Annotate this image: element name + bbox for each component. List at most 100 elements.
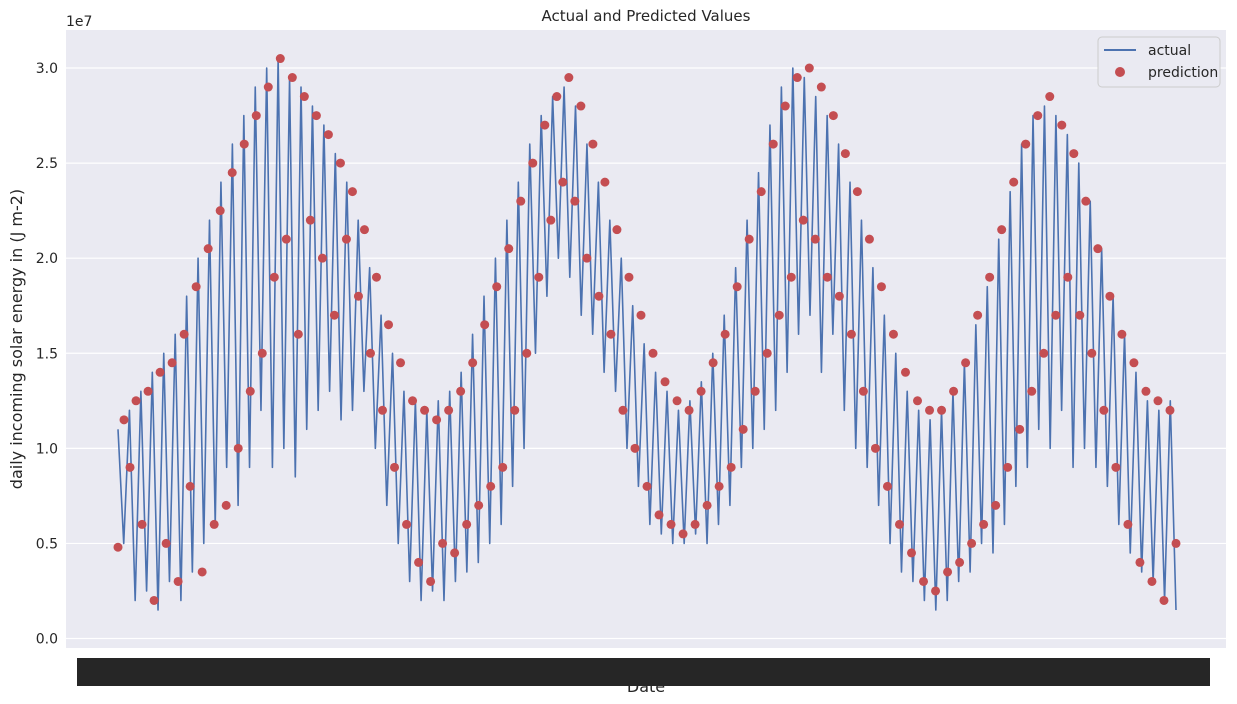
prediction-point	[660, 377, 670, 387]
prediction-point	[221, 500, 231, 510]
prediction-point	[347, 187, 357, 197]
prediction-point	[858, 386, 868, 396]
prediction-point	[822, 272, 832, 282]
prediction-point	[540, 120, 550, 130]
prediction-point	[943, 567, 953, 577]
prediction-point	[870, 443, 880, 453]
y-ticks: 0.0 0.5 1.0 1.5 2.0 2.5 3.0	[36, 61, 58, 647]
prediction-point	[690, 519, 700, 529]
prediction-point	[371, 272, 381, 282]
prediction-point	[155, 367, 165, 377]
prediction-point	[335, 158, 345, 168]
prediction-point	[708, 358, 718, 368]
prediction-point	[390, 462, 400, 472]
prediction-point	[161, 538, 171, 548]
prediction-point	[768, 139, 778, 149]
prediction-point	[1123, 519, 1133, 529]
prediction-point	[949, 386, 959, 396]
prediction-point	[384, 320, 394, 330]
prediction-point	[474, 500, 484, 510]
prediction-point	[907, 548, 916, 558]
prediction-point	[744, 234, 754, 244]
prediction-point	[594, 291, 604, 301]
prediction-point	[612, 225, 622, 235]
prediction-point	[1039, 348, 1049, 358]
prediction-point	[317, 253, 327, 263]
prediction-point	[834, 291, 844, 301]
prediction-point	[1111, 462, 1121, 472]
prediction-point	[1063, 272, 1073, 282]
prediction-point	[696, 386, 706, 396]
prediction-point	[456, 386, 466, 396]
prediction-point	[125, 462, 135, 472]
prediction-point	[678, 529, 688, 539]
prediction-point	[420, 405, 430, 415]
prediction-point	[251, 111, 261, 121]
prediction-point	[450, 548, 460, 558]
prediction-point	[215, 206, 225, 216]
prediction-point	[894, 519, 904, 529]
prediction-point	[341, 234, 351, 244]
prediction-point	[426, 576, 436, 586]
prediction-point	[654, 510, 664, 520]
prediction-point	[732, 282, 742, 292]
prediction-point	[973, 310, 983, 320]
prediction-point	[1117, 329, 1127, 339]
prediction-point	[630, 443, 640, 453]
prediction-point	[486, 481, 496, 491]
prediction-point	[185, 481, 195, 491]
prediction-point	[919, 576, 929, 586]
prediction-point	[558, 177, 568, 187]
prediction-point	[257, 348, 267, 358]
prediction-point	[991, 500, 1001, 510]
prediction-point	[750, 386, 760, 396]
prediction-point	[564, 73, 574, 83]
prediction-point	[137, 519, 147, 529]
prediction-point	[1147, 576, 1157, 586]
prediction-point	[552, 92, 562, 102]
prediction-point	[985, 272, 995, 282]
prediction-point	[462, 519, 472, 529]
prediction-point	[365, 348, 375, 358]
prediction-point	[786, 272, 796, 282]
prediction-point	[167, 358, 177, 368]
prediction-point	[804, 63, 814, 73]
prediction-point	[468, 358, 478, 368]
prediction-point	[937, 405, 947, 415]
prediction-point	[900, 367, 910, 377]
prediction-point	[979, 519, 989, 529]
prediction-point	[1033, 111, 1043, 121]
prediction-point	[1087, 348, 1097, 358]
chart-title: Actual and Predicted Values	[542, 7, 751, 25]
prediction-point	[828, 111, 838, 121]
y-offset-label: 1e7	[66, 14, 92, 30]
prediction-point	[798, 215, 808, 225]
prediction-point	[311, 111, 321, 121]
prediction-point	[444, 405, 454, 415]
prediction-point	[876, 282, 886, 292]
prediction-point	[269, 272, 279, 282]
prediction-point	[359, 225, 369, 235]
y-tick-label: 0.5	[36, 536, 58, 552]
prediction-point	[931, 586, 941, 596]
prediction-point	[1051, 310, 1061, 320]
prediction-point	[480, 320, 490, 330]
y-tick-label: 2.0	[36, 251, 58, 267]
prediction-point	[197, 567, 207, 577]
prediction-point	[1093, 244, 1103, 254]
x-axis-label: Date	[627, 677, 665, 696]
prediction-point	[1135, 557, 1145, 567]
prediction-point	[414, 557, 424, 567]
prediction-point	[576, 101, 586, 111]
prediction-point	[648, 348, 658, 358]
prediction-point	[846, 329, 856, 339]
prediction-point	[882, 481, 892, 491]
prediction-point	[624, 272, 634, 282]
actual-line	[117, 57, 1177, 611]
prediction-point	[522, 348, 532, 358]
prediction-point	[149, 595, 159, 605]
prediction-point	[864, 234, 874, 244]
prediction-point	[528, 158, 538, 168]
prediction-point	[263, 82, 273, 92]
prediction-point	[378, 405, 387, 415]
